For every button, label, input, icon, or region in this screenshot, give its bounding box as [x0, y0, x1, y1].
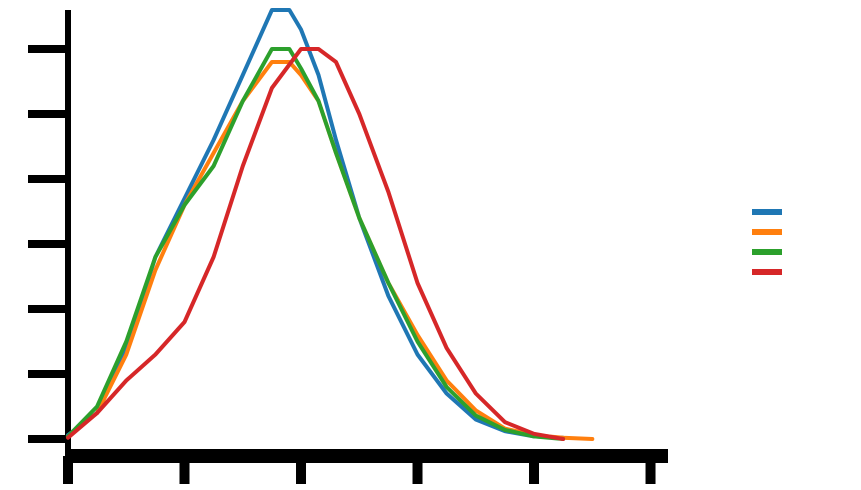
chart-axes — [28, 10, 668, 484]
series-line-2 — [66, 47, 566, 441]
series-line-3 — [66, 47, 566, 441]
series-line-0 — [66, 8, 566, 440]
chart-legend — [752, 209, 782, 275]
chart-series — [66, 8, 595, 441]
